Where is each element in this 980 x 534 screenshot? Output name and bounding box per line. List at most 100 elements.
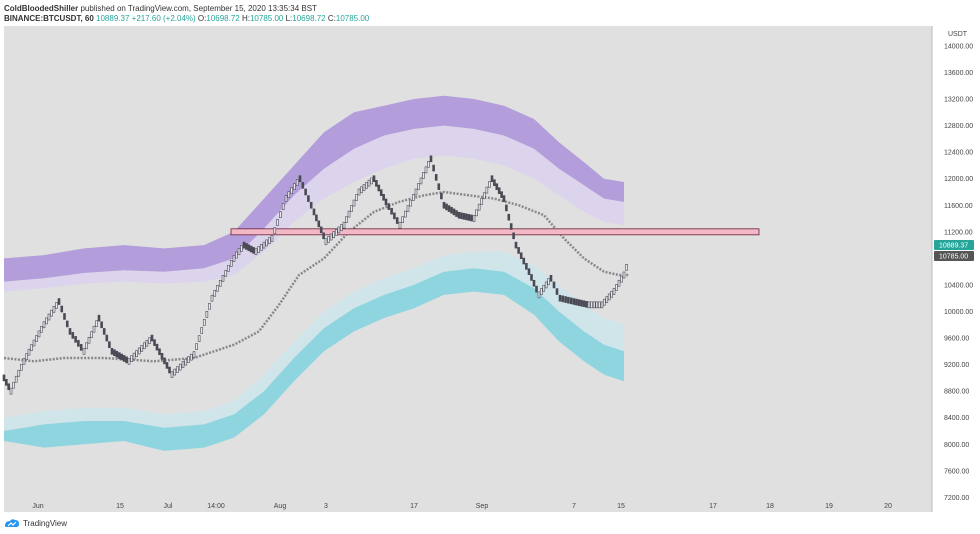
y-tick-6: 9600.00 (944, 336, 969, 343)
y-tick-16: 13600.00 (944, 70, 973, 77)
price-candle-136 (355, 194, 358, 201)
price-candle-165 (429, 155, 433, 163)
price-candle-92 (240, 245, 243, 252)
x-tick-11: 18 (766, 503, 774, 510)
price-candle-222 (575, 298, 578, 306)
price-candle-237 (612, 288, 616, 295)
price-candle-97 (252, 247, 255, 254)
price-candle-157 (409, 199, 412, 207)
price-candle-196 (507, 213, 511, 221)
price-candle-3 (9, 387, 13, 395)
author-name[interactable]: ColdBloodedShiller (4, 4, 79, 13)
x-tick-2: Jul (164, 503, 173, 510)
price-candle-242 (625, 264, 628, 271)
price-candle-19 (50, 309, 53, 317)
price-candle-53 (137, 347, 141, 355)
y-tick-17: 14000.00 (944, 43, 973, 50)
price-candle-71 (184, 358, 188, 366)
price-candle-161 (419, 177, 423, 185)
price-candle-67 (173, 368, 177, 376)
upper-band (4, 95, 624, 282)
price-candle-210 (542, 284, 546, 292)
price-candle-56 (145, 339, 149, 347)
price-candle-179 (465, 213, 468, 221)
price-candle-87 (227, 265, 230, 272)
price-candle-109 (284, 195, 288, 202)
price-tag-0: 10889.37 (939, 243, 968, 250)
price-candle-117 (307, 195, 310, 202)
price-candle-240 (620, 275, 623, 283)
price-candle-14 (37, 330, 41, 338)
low-label: L: (285, 14, 293, 23)
price-candle-12 (32, 339, 36, 347)
price-candle-32 (85, 342, 88, 350)
price-candle-140 (365, 182, 368, 189)
price-candle-133 (347, 210, 351, 218)
high-value: 10785.00 (249, 14, 284, 23)
price-candle-130 (340, 224, 343, 231)
price-candle-86 (224, 270, 228, 277)
x-tick-1: 15 (116, 503, 124, 510)
price-candle-141 (367, 179, 371, 187)
price-candle-34 (90, 331, 93, 339)
price-candle-16 (42, 321, 46, 329)
price-candle-58 (150, 334, 154, 342)
price-candle-200 (517, 247, 520, 254)
price-candle-231 (598, 301, 601, 309)
y-tick-14: 12800.00 (944, 123, 973, 130)
price-candle-183 (475, 209, 478, 217)
price-candle-113 (295, 179, 299, 186)
price-candle-153 (398, 221, 402, 229)
price-candle-110 (287, 191, 291, 198)
price-candle-41 (108, 341, 111, 348)
price-candle-5 (14, 375, 18, 383)
price-candle-218 (564, 296, 567, 303)
open-value: 10698.72 (206, 14, 240, 23)
price-candle-61 (158, 348, 161, 356)
price-candle-178 (462, 213, 466, 220)
price-candle-227 (587, 301, 591, 309)
price-candle-145 (377, 184, 381, 192)
price-candle-192 (497, 187, 501, 194)
price-candle-0 (2, 374, 6, 382)
price-candle-112 (293, 183, 296, 190)
price-candle-104 (270, 235, 274, 242)
price-candle-24 (63, 313, 66, 320)
price-candle-103 (268, 237, 271, 244)
price-candle-202 (522, 257, 526, 265)
y-tick-13: 12400.00 (944, 150, 973, 157)
price-candle-203 (525, 263, 528, 270)
price-candle-96 (249, 245, 253, 253)
price-candle-175 (455, 210, 458, 217)
price-candle-198 (512, 232, 515, 240)
price-candle-106 (276, 219, 279, 226)
high-label: H: (241, 14, 250, 23)
lower-band-inner (4, 251, 624, 431)
price-candle-99 (257, 246, 260, 253)
price-candle-209 (540, 288, 543, 295)
price-candle-129 (337, 226, 341, 234)
price-candle-26 (68, 328, 72, 335)
x-tick-10: 17 (709, 503, 717, 510)
price-candle-219 (567, 296, 570, 304)
price-candle-66 (170, 371, 174, 378)
price-candle-52 (135, 350, 138, 357)
price-candle-152 (395, 217, 399, 224)
price-candle-241 (622, 271, 626, 279)
price-candle-108 (281, 203, 285, 210)
published-text: published on TradingView.com, September … (80, 4, 317, 13)
price-candle-83 (216, 284, 219, 292)
resistance-level-box[interactable] (230, 228, 760, 236)
price-candle-115 (301, 182, 305, 189)
price-candle-238 (615, 284, 618, 291)
price-candle-48 (125, 356, 128, 364)
price-candle-206 (532, 279, 536, 287)
price-candle-170 (442, 201, 446, 209)
price-candle-186 (482, 192, 486, 200)
price-candle-10 (27, 348, 31, 356)
price-candle-239 (617, 279, 621, 287)
price-candle-79 (205, 311, 209, 318)
price-candle-126 (329, 233, 333, 241)
footer-brand[interactable]: TradingView (23, 518, 68, 528)
